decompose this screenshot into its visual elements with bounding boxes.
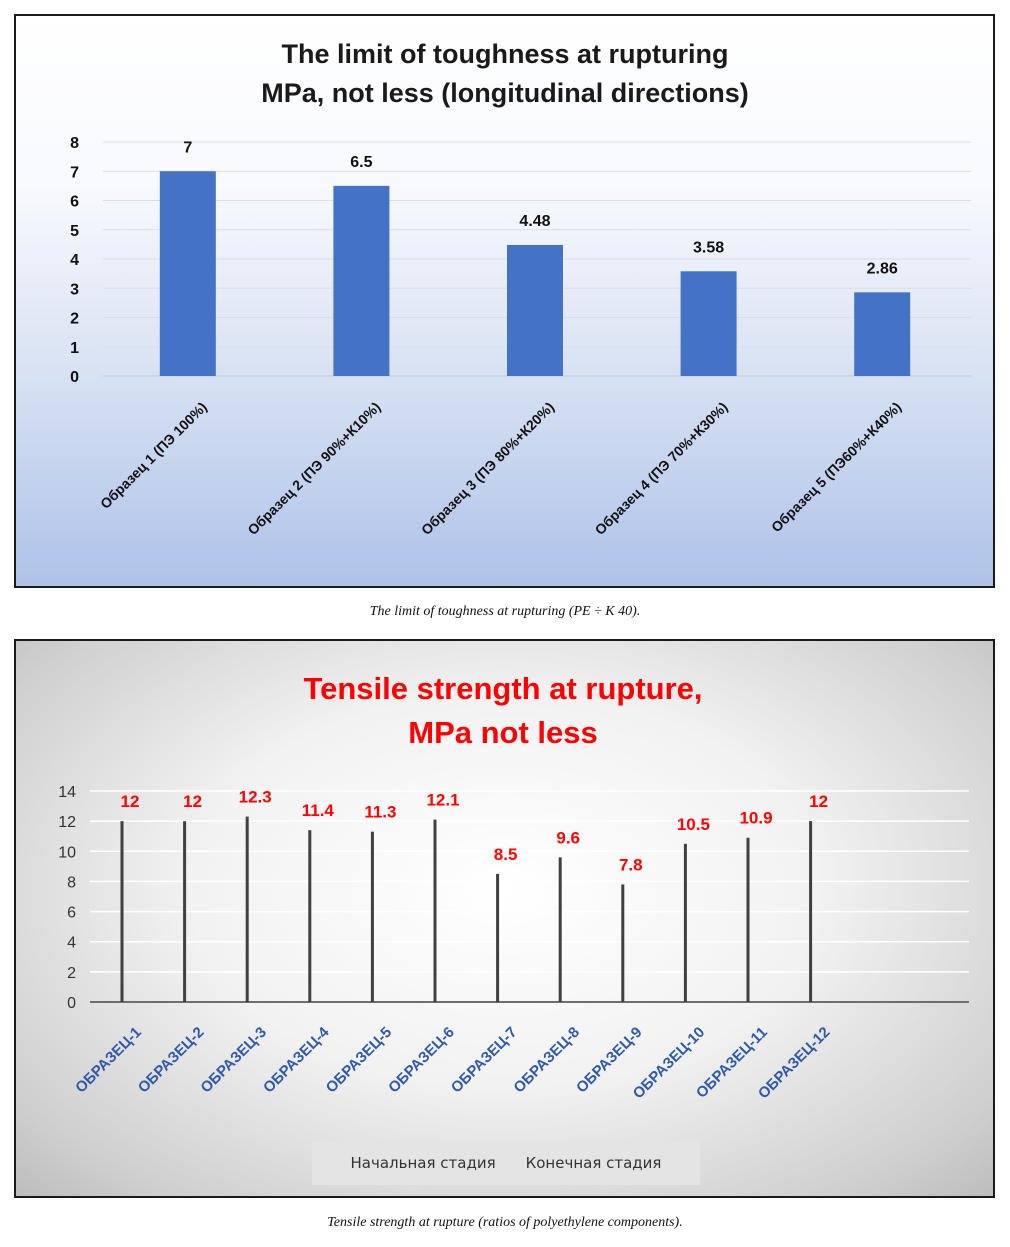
y-tick-label: 7 — [70, 164, 79, 181]
data-label: 12 — [121, 792, 140, 811]
y-tick-label: 1 — [70, 340, 79, 357]
y-tick-label: 12 — [58, 814, 76, 831]
bar — [680, 271, 737, 376]
category-label: Образец 2 (ПЭ 90%+К10%) — [244, 399, 383, 538]
category-label: Образец 4 (ПЭ 70%+К30%) — [592, 399, 731, 538]
y-tick-label: 0 — [70, 369, 79, 386]
category-label: Образец 3 (ПЭ 80%+К20%) — [418, 399, 557, 538]
category-label: ОБРАЗЕЦ-3 — [197, 1024, 270, 1097]
category-label: ОБРАЗЕЦ-2 — [135, 1024, 208, 1097]
data-label: 12 — [183, 792, 202, 811]
data-label: 11.4 — [302, 801, 335, 820]
data-label: 12 — [809, 792, 828, 811]
bar — [558, 857, 562, 1002]
toughness-chart: The limit of toughness at rupturing MPa,… — [70, 39, 971, 538]
y-tick-label: 3 — [70, 281, 79, 298]
y-tick-label: 0 — [67, 995, 76, 1012]
category-label: ОБРАЗЕЦ-1 — [72, 1024, 145, 1097]
y-tick-label: 8 — [67, 874, 76, 891]
y-tick-label: 8 — [70, 135, 79, 152]
data-label: 12.3 — [239, 788, 272, 807]
bar — [854, 292, 911, 376]
legend-item-final: Конечная стадия — [525, 1154, 662, 1172]
y-tick-label: 4 — [67, 935, 76, 952]
tensile-chart: Tensile strength at rupture, MPa not les… — [58, 671, 969, 1102]
data-label: 2.86 — [867, 260, 898, 277]
data-label: 7.8 — [619, 855, 643, 874]
y-tick-label: 2 — [70, 311, 79, 328]
bar — [809, 821, 813, 1002]
bar — [245, 816, 249, 1002]
chart1-title-line1: The limit of toughness at rupturing — [282, 39, 729, 69]
chart1-title-line2: MPa, not less (longitudinal directions) — [261, 78, 749, 108]
data-label: 6.5 — [350, 154, 372, 171]
bar — [183, 821, 187, 1002]
toughness-chart-panel: The limit of toughness at rupturing MPa,… — [14, 14, 995, 588]
chart2-caption: Tensile strength at rupture (ratios of p… — [327, 1215, 683, 1230]
chart2-title-line2: MPa not less — [408, 715, 598, 750]
category-label: ОБРАЗЕЦ-4 — [260, 1023, 333, 1096]
data-label: 7 — [183, 139, 192, 156]
category-label: ОБРАЗЕЦ-8 — [510, 1024, 583, 1097]
bar — [496, 873, 500, 1002]
chart2-title-line1: Tensile strength at rupture, — [303, 671, 702, 706]
y-tick-label: 6 — [67, 905, 76, 922]
bar — [621, 884, 625, 1002]
data-label: 8.5 — [494, 845, 518, 864]
bar — [370, 831, 374, 1002]
bar — [507, 244, 563, 376]
category-label: ОБРАЗЕЦ-5 — [323, 1024, 396, 1097]
bar — [159, 171, 216, 376]
bar — [333, 185, 390, 376]
chart2-legend: Начальная стадия Конечная стадия — [312, 1141, 700, 1185]
bar — [433, 819, 437, 1002]
data-label: 10.9 — [739, 809, 772, 828]
y-tick-label: 4 — [70, 252, 79, 269]
bar — [308, 830, 312, 1002]
chart1-caption: The limit of toughness at rupturing (PE … — [369, 604, 641, 619]
category-label: ОБРАЗЕЦ-6 — [385, 1024, 458, 1097]
y-tick-label: 5 — [70, 223, 79, 240]
bar — [120, 821, 124, 1002]
category-label: Образец 1 (ПЭ 100%) — [97, 399, 210, 512]
bar — [746, 837, 750, 1002]
y-tick-label: 10 — [58, 844, 76, 861]
category-label: ОБРАЗЕЦ-7 — [448, 1024, 521, 1097]
data-label: 12.1 — [426, 791, 459, 810]
data-label: 11.3 — [364, 803, 396, 822]
y-tick-label: 14 — [58, 784, 76, 801]
data-label: 3.58 — [693, 239, 724, 256]
y-tick-label: 2 — [67, 965, 76, 982]
data-label: 10.5 — [677, 815, 710, 834]
bar — [683, 843, 687, 1002]
data-label: 9.6 — [556, 828, 580, 847]
category-label: Образец 5 (ПЭ60%+К40%) — [768, 399, 904, 535]
tensile-chart-panel: Tensile strength at rupture, MPa not les… — [14, 639, 995, 1198]
y-tick-label: 6 — [70, 194, 79, 211]
legend-item-initial: Начальная стадия — [350, 1154, 496, 1172]
data-label: 4.48 — [519, 213, 550, 230]
